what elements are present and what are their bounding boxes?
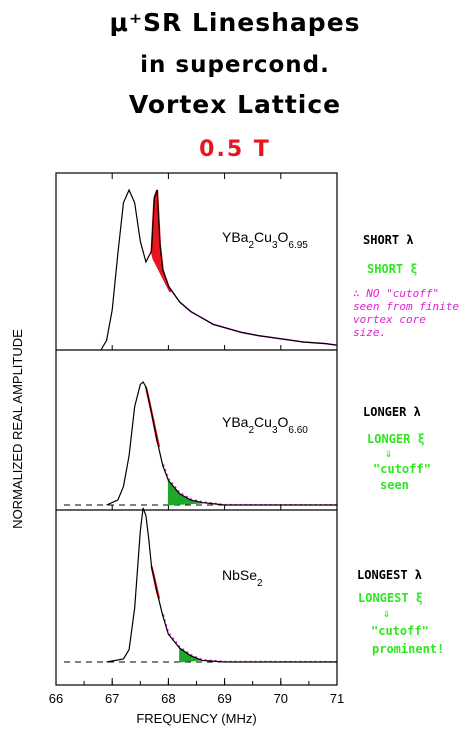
- x-tick-label: 71: [330, 691, 344, 706]
- annotation-1-xi: SHORT ξ: [367, 262, 418, 276]
- x-tick-label: 70: [274, 691, 288, 706]
- annotation-1-comment: ∴ NO "cutoff" seen from finite vortex co…: [353, 287, 459, 339]
- sample-label: NbSe2: [222, 567, 263, 589]
- sample-label: YBa2Cu3O6.95: [222, 229, 308, 251]
- annotation-2-status: seen: [380, 478, 409, 492]
- title-line-2: in supercond.: [140, 52, 330, 78]
- annotation-3-xi: LONGEST ξ: [358, 591, 424, 605]
- annotation-2-cutoff: "cutoff": [373, 462, 431, 476]
- x-tick-label: 66: [49, 691, 63, 706]
- fit-curve: [162, 612, 338, 663]
- title-line-3: Vortex Lattice: [128, 90, 342, 119]
- x-tick-label: 69: [217, 691, 231, 706]
- field-strength: 0.5 T: [199, 137, 271, 162]
- annotation-2-lambda: LONGER λ: [363, 405, 421, 419]
- x-tick-label: 68: [161, 691, 175, 706]
- sample-label: YBa2Cu3O6.60: [222, 414, 308, 436]
- lineshape-curve: [100, 188, 338, 351]
- x-tick-label: 67: [105, 691, 119, 706]
- annotation-2-arrow: ⇓: [385, 446, 393, 460]
- annotation-3-arrow: ⇓: [383, 606, 391, 620]
- annotation-3-lambda: LONGEST λ: [357, 568, 423, 582]
- annotation-2-xi: LONGER ξ: [367, 432, 425, 446]
- annotation-3-status: prominent!: [372, 642, 445, 656]
- lineshape-curve: [106, 381, 337, 506]
- x-axis-label: FREQUENCY (MHz): [136, 711, 256, 726]
- annotation-3-cutoff: "cutoff": [371, 624, 429, 638]
- lineshape-curve: [106, 507, 337, 663]
- annotation-1-lambda: SHORT λ: [363, 233, 414, 247]
- y-axis-label: NORMALIZED REAL AMPLITUDE: [10, 329, 25, 529]
- title-line-1: μ⁺SR Lineshapes: [109, 8, 361, 37]
